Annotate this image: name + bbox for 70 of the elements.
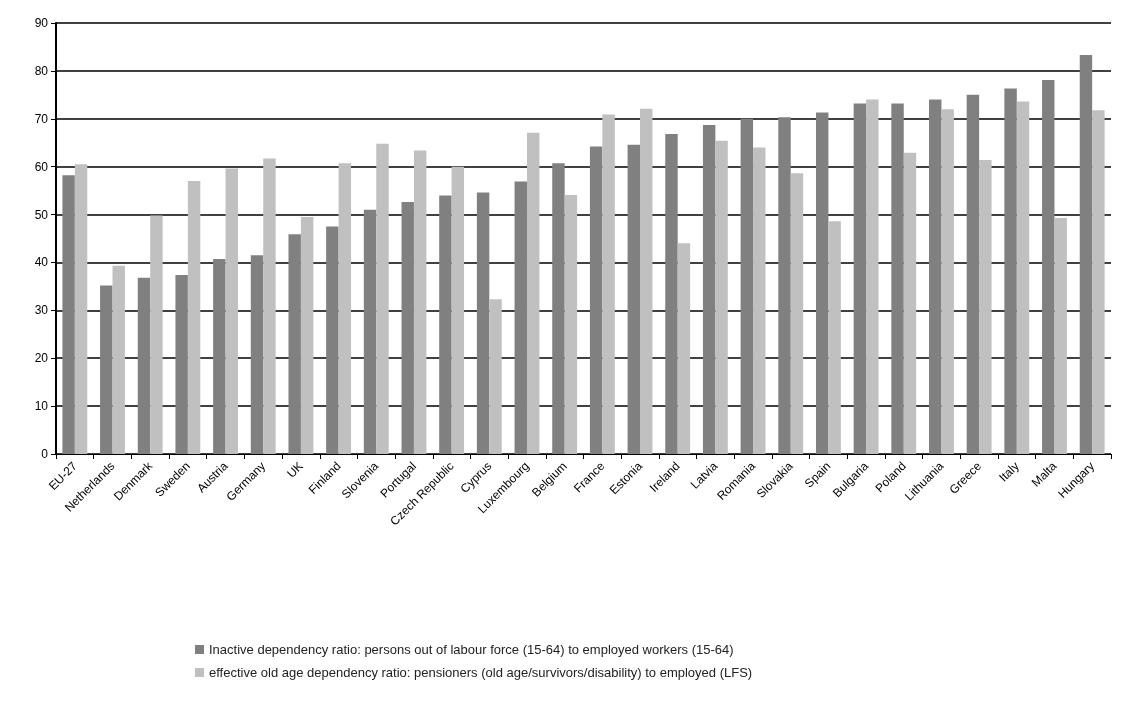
y-tick-label: 20 [34,351,49,366]
bar [112,265,125,454]
y-tick-label: 30 [34,303,49,318]
bar [1016,101,1030,454]
bar [413,150,427,454]
bar [602,114,615,454]
bar [929,99,942,454]
bar [778,117,791,454]
bar [288,234,301,454]
bar [150,215,163,454]
bar [489,299,502,454]
legend-label: effective old age dependency ratio: pensioners (old age/survivors/disability) to employed (LFS) [209,665,753,680]
bar [401,202,414,454]
bar [740,118,754,454]
bar [677,243,691,454]
y-tick-label: 60 [34,159,49,174]
bar [1092,110,1105,454]
bar [903,152,917,454]
bar [326,226,339,454]
bar [640,108,653,454]
bar [62,175,75,454]
bar [853,103,867,454]
bar [891,103,904,454]
bar [1079,55,1093,454]
bar [1042,79,1055,454]
bar [715,140,728,454]
bar [941,109,954,454]
bar [966,94,980,454]
legend-label: Inactive dependency ratio: persons out of labour force (15-64) to employed workers (15-64) [209,642,734,657]
bar [665,134,678,454]
bar [1054,217,1067,454]
bar [866,99,879,454]
y-tick-label: 0 [41,447,49,461]
y-tick-label: 90 [34,16,49,30]
bar [300,216,314,454]
bar [828,221,841,454]
y-tick-label: 50 [34,207,49,222]
y-tick-label: 70 [34,111,49,126]
bar [627,144,641,454]
y-tick-label: 10 [34,399,49,414]
y-tick-label: 40 [34,255,49,270]
bar [1004,88,1017,454]
bar [702,125,716,454]
bar [476,192,490,454]
bar [376,143,389,454]
bar [979,159,992,454]
x-tick-label: UK [284,459,306,481]
bar [213,259,226,454]
bar [753,147,766,454]
bar [263,158,276,454]
bar [589,146,603,454]
bar [100,285,113,454]
bar [790,173,804,454]
bar [815,112,829,454]
bar [451,166,465,454]
bar [564,194,578,454]
bar [225,168,238,454]
bar [363,209,377,454]
bar [439,195,452,454]
bar [552,163,565,454]
bar [74,164,88,454]
bar [175,274,188,454]
bar [338,163,352,454]
bar [250,255,264,454]
y-tick-label: 80 [34,63,49,78]
x-tick-label: Italy [996,459,1022,485]
bar [187,181,201,454]
bar [137,277,151,454]
bar [514,181,527,454]
bar [526,132,540,454]
